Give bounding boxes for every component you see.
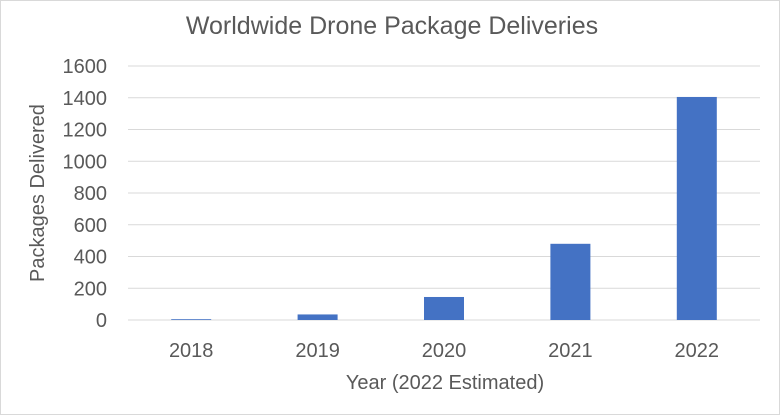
- bar-2018: [171, 319, 212, 320]
- x-tick-label: 2022: [675, 340, 720, 362]
- bar-2022: [676, 96, 717, 320]
- y-axis-label: Packages Delivered: [27, 104, 49, 282]
- y-axis-ticks: 0 200 400 600 800 1000 1200 1400 1600: [63, 56, 108, 332]
- x-axis-ticks: 2018 2019 2020 2021 2022: [169, 340, 719, 362]
- y-tick-label: 0: [96, 310, 107, 332]
- x-tick-label: 2018: [169, 340, 214, 362]
- chart-title: Worldwide Drone Package Deliveries: [186, 12, 598, 40]
- x-tick-label: 2020: [422, 340, 467, 362]
- y-tick-label: 1600: [63, 56, 108, 78]
- y-tick-label: 200: [74, 278, 107, 300]
- x-tick-label: 2021: [548, 340, 593, 362]
- y-tick-label: 1400: [63, 88, 108, 110]
- bar-2019: [297, 314, 338, 320]
- bar-2020: [424, 296, 464, 320]
- x-axis-label: Year (2022 Estimated): [346, 372, 544, 394]
- bar-2021: [550, 243, 591, 320]
- gridlines: [128, 65, 760, 321]
- y-tick-label: 1200: [63, 120, 108, 142]
- y-tick-label: 400: [74, 247, 107, 269]
- x-tick-label: 2019: [295, 340, 340, 362]
- y-tick-label: 600: [74, 215, 107, 237]
- bars: [171, 96, 717, 320]
- y-tick-label: 1000: [63, 151, 108, 173]
- y-tick-label: 800: [74, 183, 107, 205]
